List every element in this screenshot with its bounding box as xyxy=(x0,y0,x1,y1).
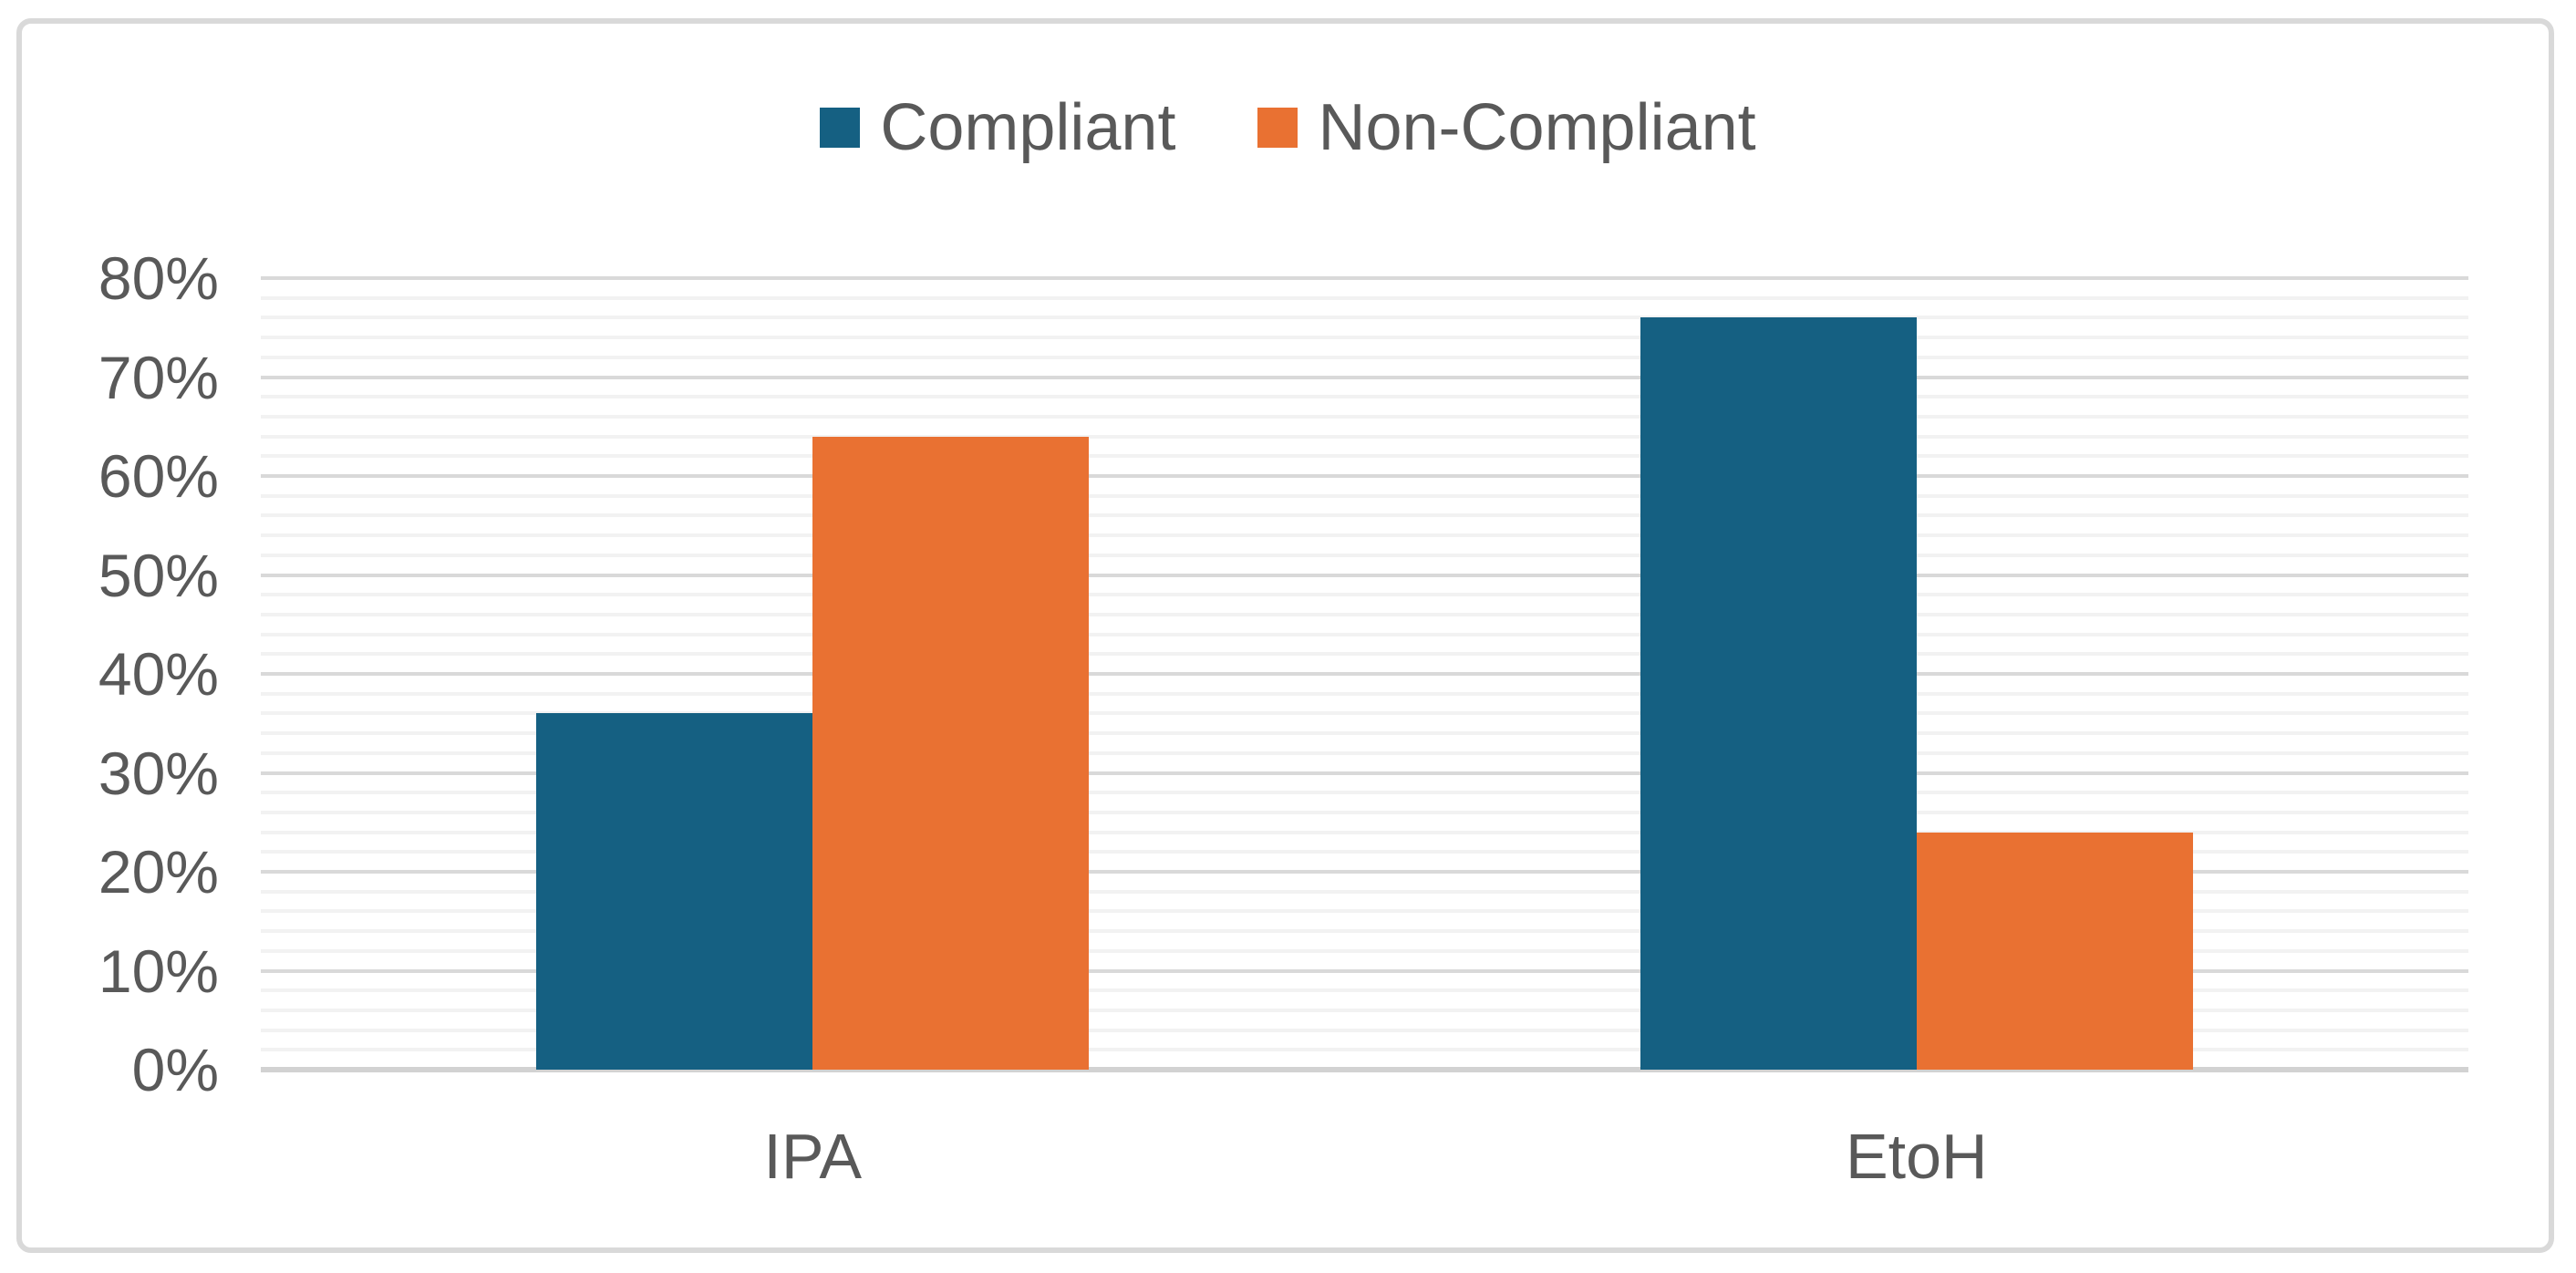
legend: Compliant Non-Compliant xyxy=(0,95,2576,160)
minor-gridline xyxy=(261,929,2468,934)
minor-gridline xyxy=(261,593,2468,597)
x-category-label-ipa: IPA xyxy=(763,1121,863,1192)
minor-gridline xyxy=(261,533,2468,538)
y-tick-label: 80% xyxy=(98,244,219,312)
major-gridline xyxy=(261,672,2468,676)
legend-item-compliant: Compliant xyxy=(820,95,1175,160)
x-axis-line xyxy=(261,1067,2468,1072)
legend-marker-non-compliant-icon xyxy=(1257,108,1298,148)
y-tick-label: 70% xyxy=(98,343,219,411)
minor-gridline xyxy=(261,691,2468,696)
y-tick-label: 0% xyxy=(131,1036,219,1103)
minor-gridline xyxy=(261,336,2468,340)
minor-gridline xyxy=(261,612,2468,616)
minor-gridline xyxy=(261,395,2468,399)
minor-gridline xyxy=(261,810,2468,814)
minor-gridline xyxy=(261,1008,2468,1012)
minor-gridline xyxy=(261,750,2468,755)
y-axis-tick-labels: 0% 10% 20% 30% 40% 50% 60% 70% 80% xyxy=(0,248,219,1100)
minor-gridline xyxy=(261,355,2468,359)
legend-marker-compliant-icon xyxy=(820,108,861,148)
legend-label-compliant: Compliant xyxy=(880,91,1176,164)
minor-gridline xyxy=(261,652,2468,657)
x-axis-category-labels: IPA EtoH xyxy=(261,1124,2468,1206)
minor-gridline xyxy=(261,850,2468,854)
minor-gridline xyxy=(261,791,2468,795)
minor-gridline xyxy=(261,414,2468,419)
major-gridline xyxy=(261,870,2468,874)
minor-gridline xyxy=(261,711,2468,716)
y-tick-label: 30% xyxy=(98,739,219,807)
bar-etoh-non-compliant xyxy=(1916,832,2193,1070)
minor-gridline xyxy=(261,830,2468,834)
minor-gridline xyxy=(261,948,2468,953)
minor-gridline xyxy=(261,1048,2468,1052)
major-gridline xyxy=(261,276,2468,280)
y-tick-label: 40% xyxy=(98,640,219,708)
minor-gridline xyxy=(261,553,2468,557)
minor-gridline xyxy=(261,988,2468,993)
x-category-label-etoh: EtoH xyxy=(1845,1121,1988,1192)
plot-area xyxy=(261,276,2468,1072)
bar-etoh-compliant xyxy=(1640,317,1917,1070)
y-tick-label: 10% xyxy=(98,937,219,1005)
y-tick-label: 60% xyxy=(98,442,219,510)
minor-gridline xyxy=(261,493,2468,498)
minor-gridline xyxy=(261,731,2468,736)
minor-gridline xyxy=(261,295,2468,300)
minor-gridline xyxy=(261,889,2468,894)
legend-item-non-compliant: Non-Compliant xyxy=(1257,91,1756,164)
bar-ipa-compliant xyxy=(536,713,813,1070)
minor-gridline xyxy=(261,434,2468,439)
minor-gridline xyxy=(261,1028,2468,1032)
major-gridline xyxy=(261,375,2468,379)
legend-label-non-compliant: Non-Compliant xyxy=(1318,91,1756,164)
minor-gridline xyxy=(261,454,2468,459)
y-tick-label: 20% xyxy=(98,838,219,906)
bar-ipa-non-compliant xyxy=(812,436,1090,1070)
major-gridline xyxy=(261,968,2468,973)
y-tick-label: 50% xyxy=(98,541,219,609)
minor-gridline xyxy=(261,316,2468,320)
minor-gridline xyxy=(261,513,2468,518)
minor-gridline xyxy=(261,909,2468,914)
major-gridline xyxy=(261,474,2468,478)
minor-gridline xyxy=(261,632,2468,636)
major-gridline xyxy=(261,573,2468,577)
major-gridline xyxy=(261,771,2468,775)
